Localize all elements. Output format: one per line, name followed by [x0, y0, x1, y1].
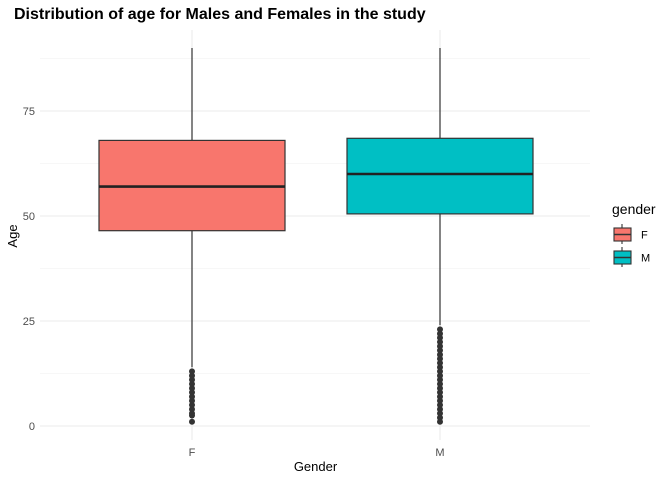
plot-area — [99, 48, 533, 425]
y-tick-label: 25 — [23, 316, 35, 328]
x-axis-title: Gender — [294, 459, 338, 474]
x-tick-label: F — [189, 447, 196, 459]
y-tick-label: 50 — [23, 211, 35, 223]
legend-item-F: F — [614, 224, 648, 244]
legend-label: F — [641, 230, 648, 242]
chart-title: Distribution of age for Males and Female… — [14, 6, 426, 23]
grid-lines — [40, 30, 590, 440]
y-tick-label: 0 — [29, 421, 35, 433]
outlier-point — [189, 368, 195, 374]
x-tick-label: M — [435, 447, 444, 459]
box-M — [347, 48, 533, 425]
legend-item-M: M — [614, 247, 650, 267]
outlier-point — [189, 419, 195, 425]
legend-label: M — [641, 253, 650, 265]
legend-title: gender — [612, 201, 656, 217]
iqr-box — [347, 138, 533, 214]
legend: gender FM — [612, 201, 656, 267]
y-axis: 0 25 50 75 — [23, 106, 35, 433]
y-axis-title: Age — [5, 224, 20, 247]
y-tick-label: 75 — [23, 106, 35, 118]
outlier-point — [437, 326, 443, 332]
